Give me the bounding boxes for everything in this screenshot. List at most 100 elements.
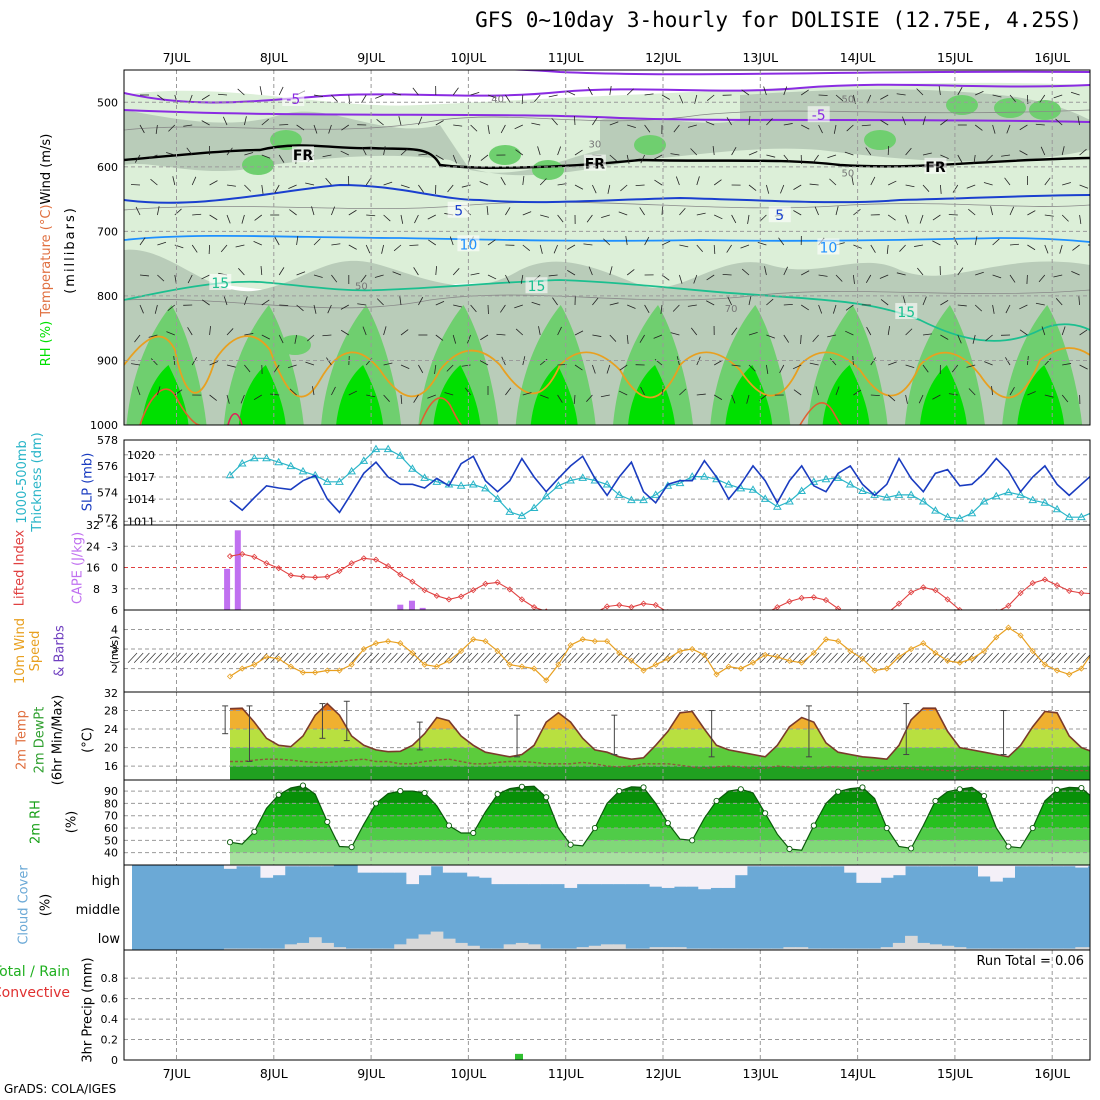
wind-barb bbox=[623, 652, 634, 663]
wind-barb bbox=[1020, 652, 1031, 663]
low-cloud-bar bbox=[759, 948, 772, 950]
wind-barb bbox=[146, 652, 156, 663]
wind-barb bbox=[383, 362, 393, 366]
high-cloud-gap bbox=[880, 865, 894, 878]
wind-barb bbox=[887, 214, 896, 221]
wind-barb bbox=[1019, 304, 1028, 310]
low-cloud-bar bbox=[1014, 948, 1028, 950]
thickness-marker bbox=[602, 479, 612, 488]
wind-barb bbox=[539, 178, 547, 186]
wind-barb bbox=[626, 154, 630, 164]
high-cloud-gap bbox=[637, 865, 651, 885]
wind-speed-marker bbox=[689, 645, 696, 653]
wind-barb bbox=[350, 652, 361, 663]
wind-barb bbox=[879, 274, 889, 279]
thickness-marker bbox=[943, 512, 952, 521]
label-backdrop bbox=[807, 106, 830, 123]
y-tick-label: 24 bbox=[104, 723, 118, 736]
thickness-marker bbox=[1077, 512, 1086, 521]
high-cloud-gap bbox=[455, 865, 468, 873]
high-cloud-gap bbox=[1002, 865, 1015, 878]
wind-barb bbox=[313, 94, 323, 97]
lifted-index-marker bbox=[594, 609, 596, 610]
wind-barb bbox=[548, 94, 558, 98]
low-cloud-bar bbox=[734, 948, 748, 950]
wind-barb bbox=[800, 334, 802, 345]
page-title: GFS 0~10day 3-hourly for DOLISIE (12.75E… bbox=[475, 8, 1082, 32]
wind-speed-marker bbox=[494, 647, 501, 655]
date-label-top: 11JUL bbox=[548, 50, 584, 65]
cape-bar bbox=[419, 607, 426, 610]
high-cloud-gap bbox=[1014, 865, 1028, 867]
wind-barb bbox=[505, 207, 511, 216]
y-tick-label: 80 bbox=[104, 797, 118, 810]
wind-barb bbox=[557, 394, 563, 403]
wind-barb bbox=[428, 239, 437, 246]
low-cloud-bar bbox=[345, 948, 359, 950]
wind-barb bbox=[444, 392, 454, 396]
wind-speed-marker bbox=[762, 651, 769, 658]
thickness-marker bbox=[237, 459, 247, 467]
wind-barb bbox=[499, 652, 510, 663]
wind-barb bbox=[259, 86, 263, 96]
low-cloud-bar bbox=[552, 948, 565, 950]
date-label-top: 15JUL bbox=[937, 50, 973, 65]
cloud-units: (%) bbox=[39, 894, 54, 917]
wind-barb bbox=[1040, 146, 1046, 156]
wind-barb bbox=[865, 652, 876, 663]
wind-barb bbox=[453, 304, 463, 308]
wind-barb bbox=[361, 94, 367, 103]
wind-barb bbox=[784, 652, 795, 663]
high-cloud-gap bbox=[929, 865, 943, 867]
wind-barb bbox=[747, 214, 750, 224]
wind-barb bbox=[313, 238, 321, 246]
wind-barb bbox=[780, 184, 785, 194]
wind-speed-marker bbox=[409, 649, 416, 657]
lifted-index-marker bbox=[458, 593, 465, 600]
wind-speed-marker bbox=[895, 653, 903, 660]
wind-barb bbox=[362, 326, 367, 336]
wind-barb bbox=[357, 303, 367, 306]
wind-barb bbox=[470, 304, 477, 313]
low-cloud-bar bbox=[223, 948, 237, 950]
wind-barb bbox=[1053, 274, 1063, 278]
low-cloud-bar bbox=[686, 948, 699, 950]
wind-barb bbox=[540, 394, 549, 399]
wind-barb bbox=[418, 116, 423, 126]
wind-barb bbox=[845, 330, 854, 336]
low-cloud-bar bbox=[503, 944, 517, 950]
lifted-index-marker bbox=[251, 553, 258, 560]
wind-barb bbox=[975, 271, 984, 276]
wind-barb bbox=[933, 652, 944, 663]
thickness-marker bbox=[979, 496, 989, 505]
rh-moist-patch bbox=[634, 135, 666, 155]
low-cloud-bar bbox=[491, 948, 505, 950]
wind-barb bbox=[985, 334, 993, 341]
wind-barb bbox=[1035, 302, 1045, 306]
wind-barb bbox=[487, 94, 497, 99]
date-label-bottom: 11JUL bbox=[548, 1066, 584, 1081]
wind-speed-marker bbox=[956, 659, 963, 666]
wind-barb bbox=[1027, 391, 1036, 396]
wind-barb bbox=[778, 652, 789, 663]
wind-barb bbox=[537, 146, 541, 156]
wind-barb bbox=[157, 241, 167, 246]
low-cloud-bar bbox=[418, 934, 432, 950]
lifted-index-marker bbox=[312, 574, 319, 581]
wind-barb bbox=[905, 394, 908, 404]
wind-barb bbox=[968, 388, 976, 396]
date-label-top: 13JUL bbox=[742, 50, 778, 65]
wind-barb bbox=[1055, 118, 1063, 126]
high-cloud-gap bbox=[783, 865, 797, 867]
wind-barb bbox=[914, 244, 924, 247]
lifted-index-marker bbox=[798, 594, 805, 602]
wind-barb bbox=[917, 267, 924, 276]
wind-barb bbox=[244, 296, 248, 306]
wind-barb bbox=[381, 244, 384, 254]
axis-label: (6hr Min/Max) bbox=[51, 695, 66, 785]
wind-barb bbox=[611, 652, 621, 663]
rh-marker bbox=[859, 784, 866, 791]
wind-barb bbox=[1051, 652, 1062, 663]
rh-plume-core bbox=[822, 365, 870, 425]
wind-barb bbox=[905, 364, 915, 369]
